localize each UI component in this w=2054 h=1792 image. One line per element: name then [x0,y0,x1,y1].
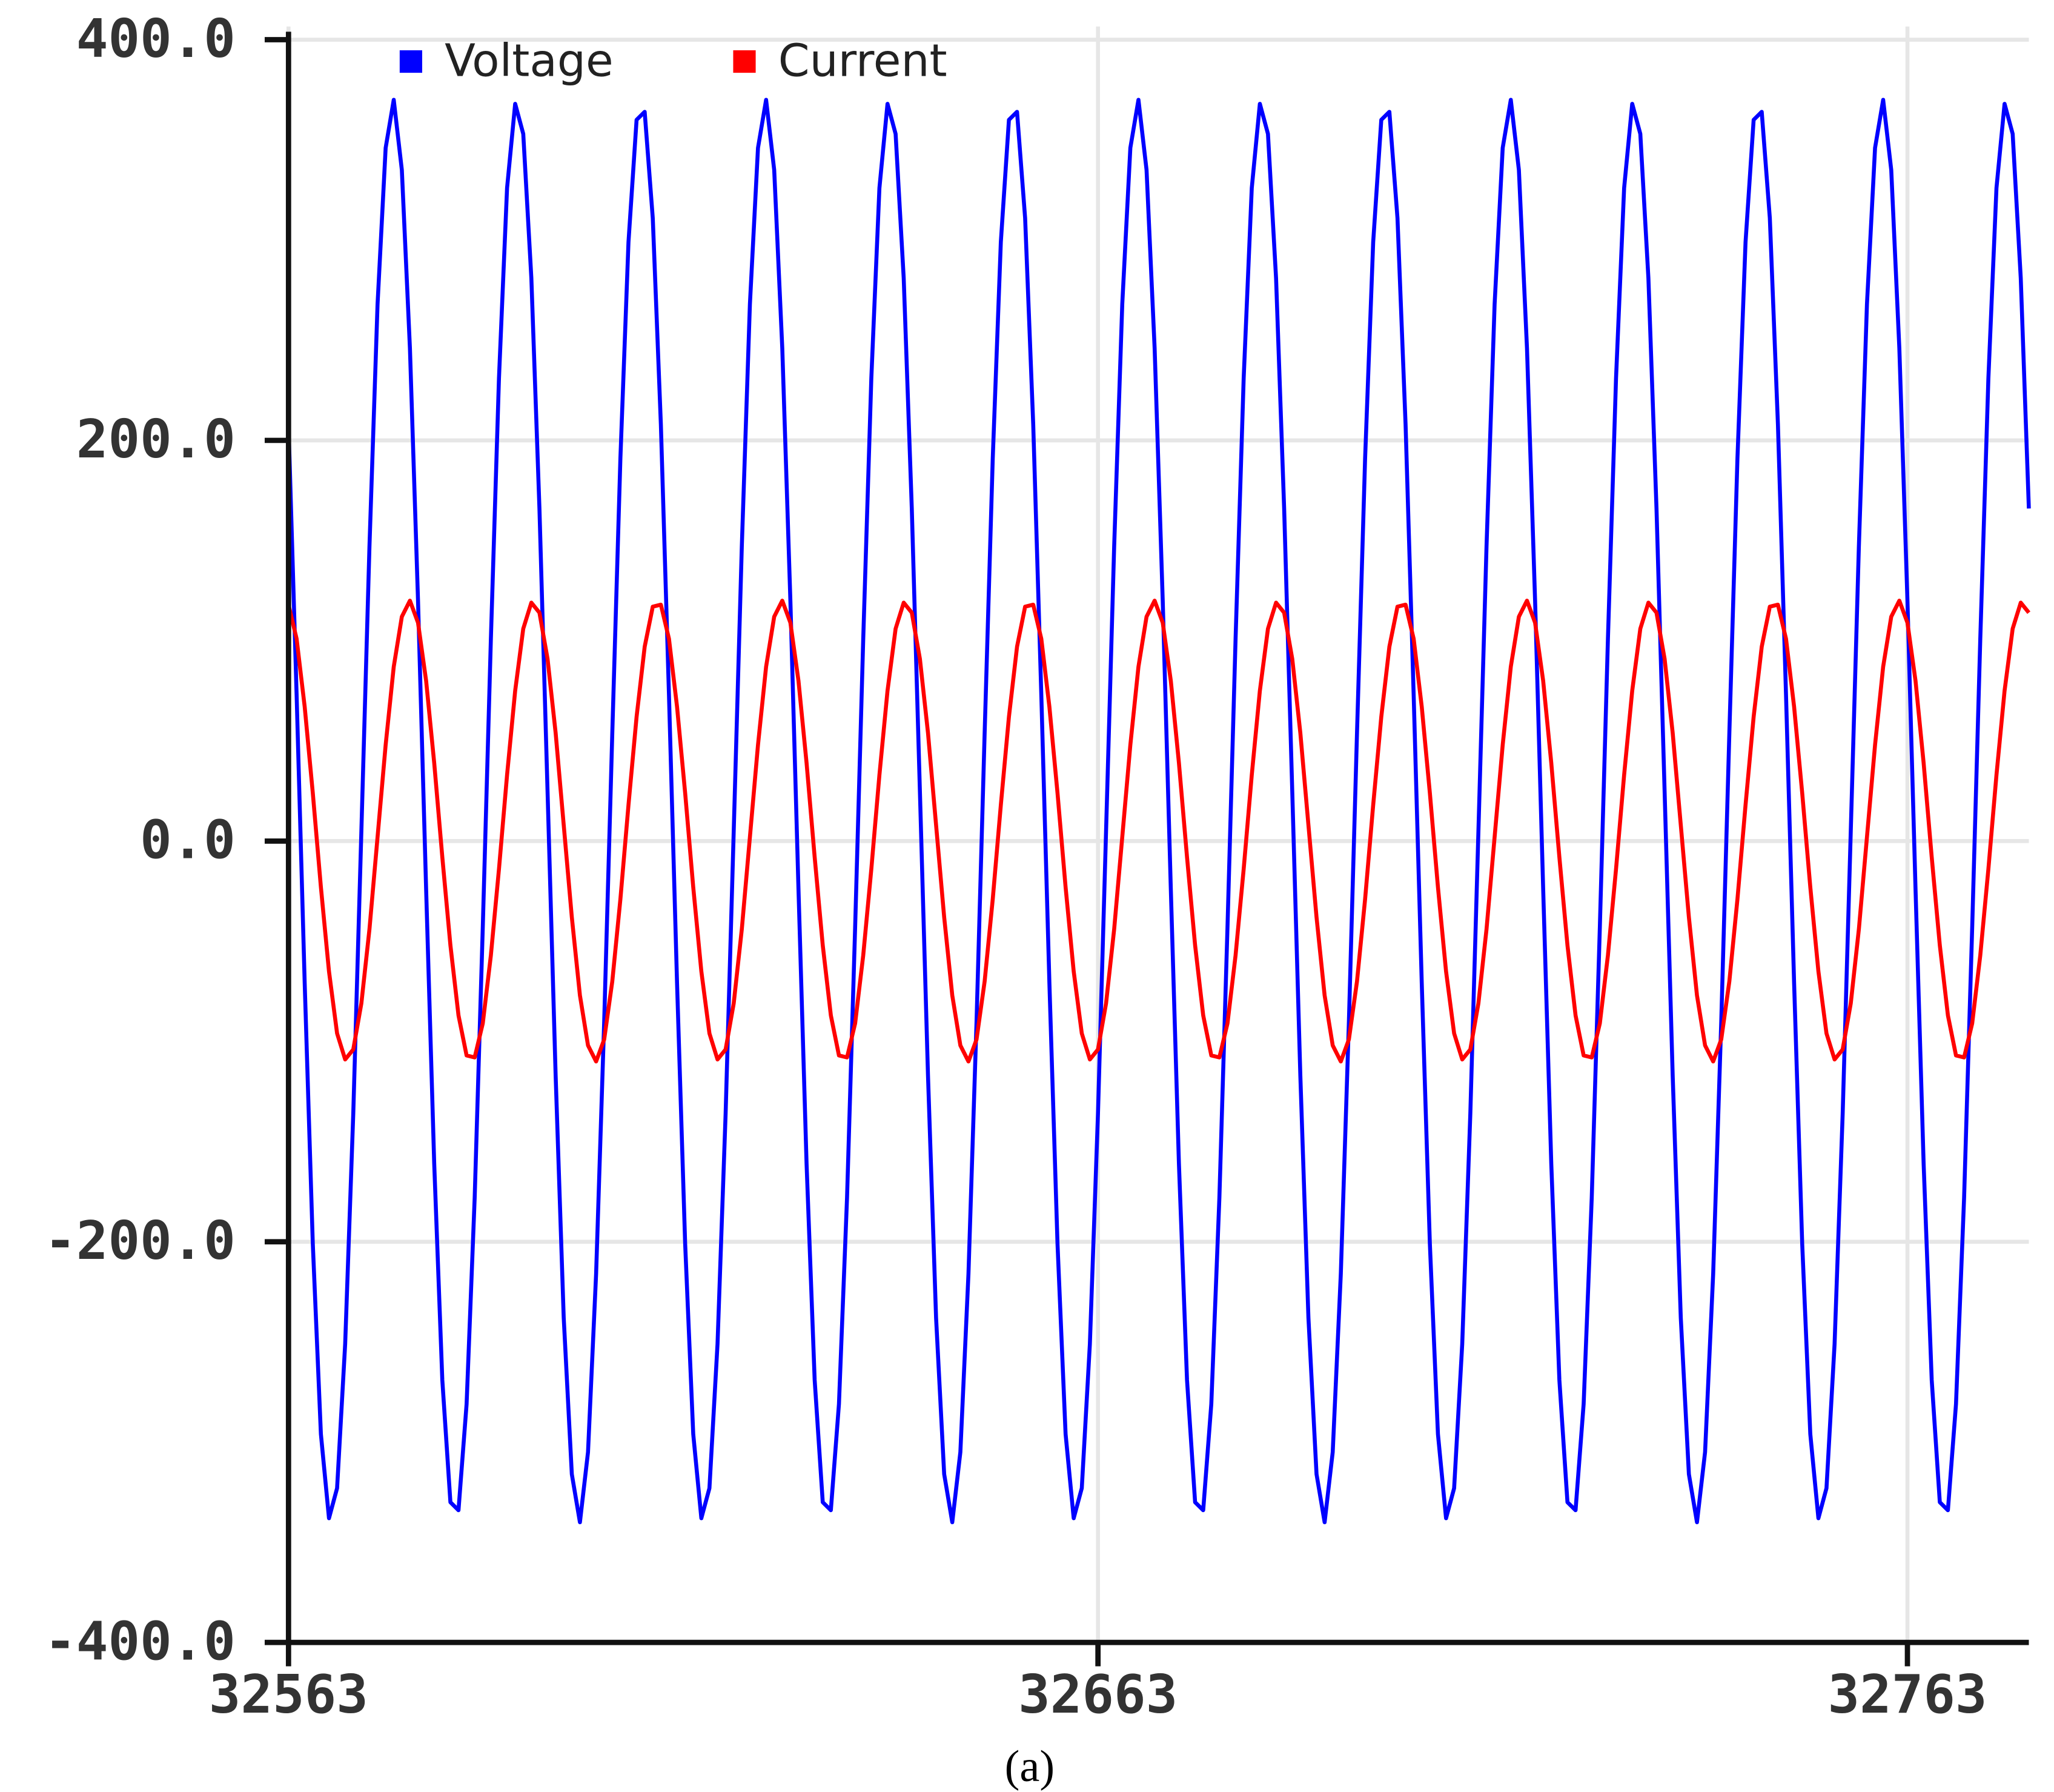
x-tick-label: 32763 [1828,1664,1987,1725]
axes [285,32,2029,1645]
legend-swatch [399,50,422,73]
series-line [287,98,2031,1524]
y-tick-label: -200.0 [44,1210,236,1272]
legend: Voltage Current [399,34,947,87]
x-tick-label: 32663 [1018,1664,1178,1725]
series-line [287,599,2031,1064]
x-tick-label: 32563 [209,1664,368,1725]
legend-label: Current [778,34,947,87]
y-tick-label: 400.0 [76,8,236,70]
y-tick-label: 0.0 [140,809,236,871]
legend-swatch [733,50,756,73]
plot-lines [287,98,2031,1524]
legend-label: Voltage [445,34,614,87]
y-tick-label: -400.0 [44,1610,236,1672]
caption: (a) [1005,1742,1055,1791]
y-tick-label: 200.0 [76,408,236,470]
ticks: -400.0 -200.0 0.0 200.0 400.0 32563 32663 32763 [44,8,1987,1725]
